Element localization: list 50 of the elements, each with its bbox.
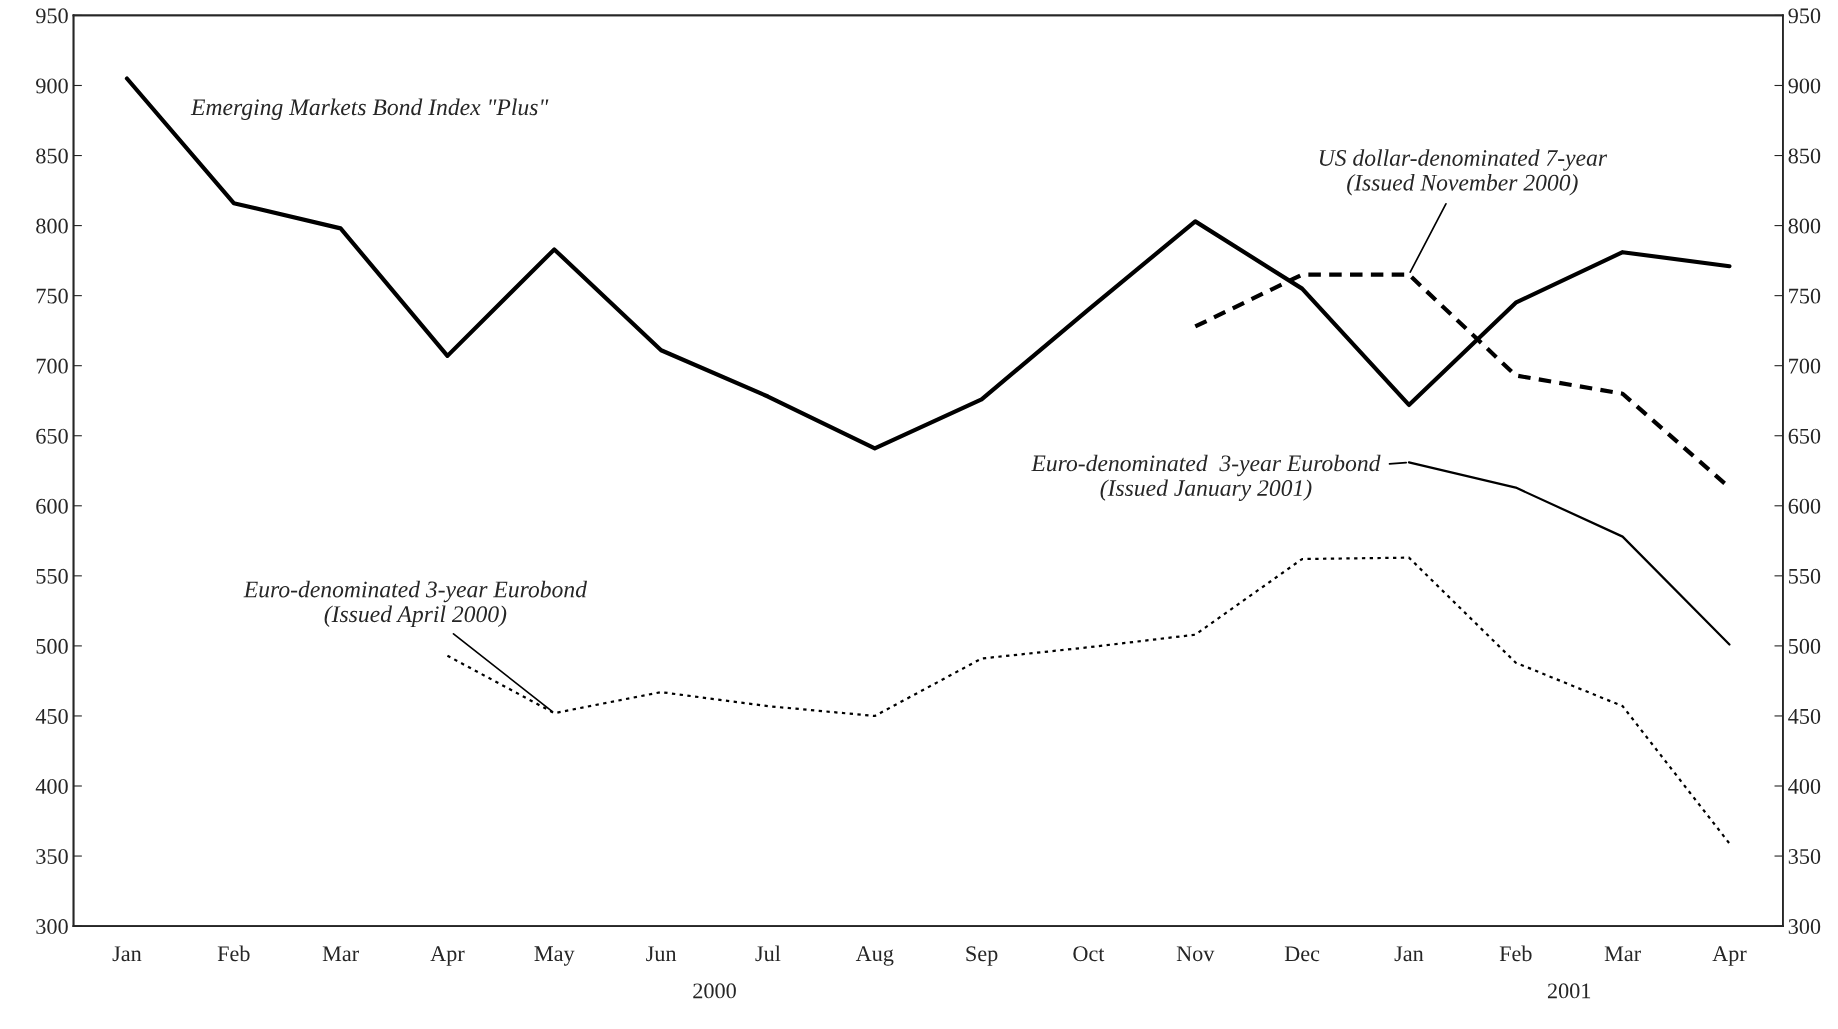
- x-tick-label: Sep: [966, 946, 998, 966]
- y2-tick-label: 900: [1788, 78, 1821, 94]
- y-tick-label: 400: [35, 778, 68, 794]
- x-tick-label: Jan: [112, 946, 142, 962]
- y-tick-label: 500: [36, 638, 68, 654]
- y-tick-label: 450: [35, 708, 68, 724]
- y2-tick-label: 850: [1788, 148, 1821, 164]
- y2-tick-label: 750: [1789, 288, 1821, 304]
- y2-tick-label: 450: [1788, 708, 1821, 724]
- y2-tick-label: 500: [1789, 638, 1821, 654]
- y-tick-label: 350: [36, 848, 68, 864]
- text: 2001: [1547, 983, 1591, 999]
- x-tick-label: Mar: [322, 946, 359, 962]
- x-tick-label: Apr: [430, 946, 465, 966]
- x-tick-label: Jun: [646, 946, 677, 962]
- y-tick-label: 850: [36, 148, 68, 164]
- x-tick-label: Nov: [1176, 946, 1215, 962]
- x-tick-label: Oct: [1073, 946, 1105, 962]
- y-tick-label: 650: [36, 428, 68, 444]
- y2-tick-label: 600: [1788, 498, 1821, 514]
- y-tick-label: 950: [36, 8, 68, 24]
- y-tick-label: 900: [36, 78, 68, 94]
- x-tick-label: Feb: [217, 945, 250, 962]
- y2-tick-label: 650: [1788, 428, 1821, 444]
- y2-tick-label: 950: [1788, 8, 1821, 24]
- x-tick-label: May: [534, 946, 575, 966]
- y-tick-label: 600: [36, 498, 68, 514]
- y2-tick-label: 550: [1789, 568, 1821, 584]
- x-tick-label: Jan: [1394, 946, 1424, 962]
- x-tick-label: Mar: [1604, 946, 1641, 962]
- y-tick-label: 800: [36, 218, 68, 234]
- y-tick-label: 300: [36, 919, 68, 935]
- x-tick-label: Dec: [1284, 946, 1320, 962]
- y-tick-label: 550: [36, 568, 68, 584]
- y2-tick-label: 700: [1789, 358, 1821, 374]
- x-tick-label: Jul: [755, 945, 781, 962]
- y-tick-label: 750: [36, 288, 68, 304]
- text: US dollar-denominated 7-year (Issued November 2000): [1319, 149, 1608, 196]
- text: Euro-denominated 3-year Eurobond (Issued April 2000): [243, 580, 588, 627]
- y2-tick-label: 800: [1788, 218, 1821, 234]
- y2-tick-label: 300: [1788, 919, 1821, 935]
- y2-tick-label: 350: [1788, 848, 1821, 864]
- x-tick-label: Aug: [855, 946, 894, 966]
- series-label: Emerging Markets Bond Index "Plus": [190, 98, 549, 121]
- y2-tick-label: 400: [1788, 778, 1821, 794]
- x-tick-label: Apr: [1712, 946, 1747, 966]
- y-tick-label: 700: [36, 358, 68, 374]
- text: 2000: [693, 983, 736, 999]
- legend-label: Euro-denominated 3-year Eurobond (Issued January 2001): [1031, 454, 1381, 501]
- x-tick-label: Feb: [1499, 945, 1532, 962]
